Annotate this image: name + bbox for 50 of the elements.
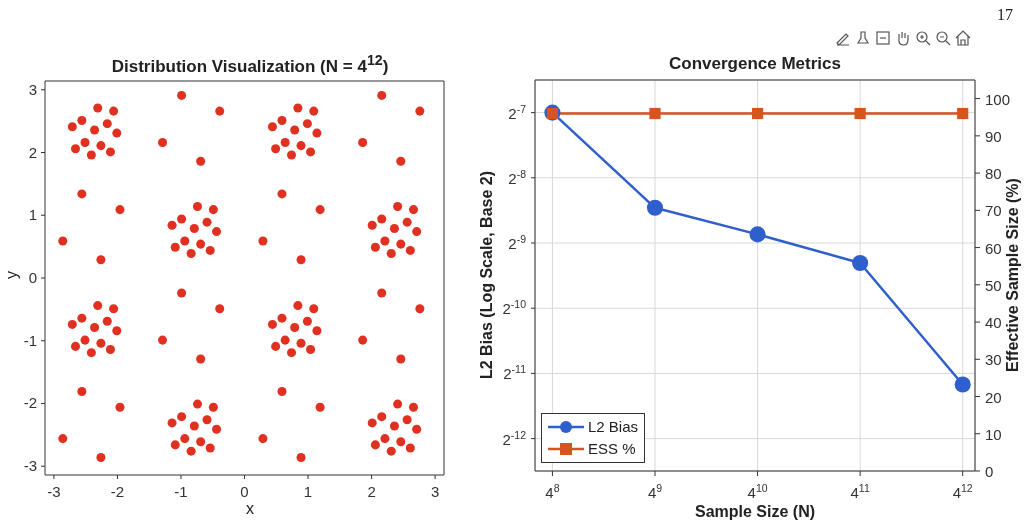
- x-tick-label: 4$^{10}$: [747, 482, 768, 501]
- x-tick-label: -2: [110, 483, 125, 500]
- y2-tick-label: 60: [985, 239, 1002, 257]
- y2-axis-title: Effective Sample Size (%): [1004, 178, 1022, 372]
- x-tick-label: 1: [303, 483, 313, 500]
- point: [954, 376, 971, 393]
- x-tick-label: 4$^{8}$: [545, 482, 560, 501]
- y2-tick-label: 30: [985, 351, 1002, 369]
- y2-tick-label: 40: [985, 314, 1002, 332]
- x-tick-label: -1: [174, 483, 188, 500]
- x-tick-label: 4$^{9}$: [647, 482, 663, 501]
- point: [749, 226, 766, 243]
- y-tick-label: -3: [23, 457, 37, 475]
- point: [646, 199, 664, 216]
- point: [852, 254, 869, 271]
- y-tick-label: -1: [23, 331, 37, 349]
- text: 17: [997, 6, 1013, 24]
- y-tick-label: 2$^{-11}$: [503, 363, 527, 383]
- x-tick-label: 3: [430, 483, 440, 500]
- y-tick-label: 2$^{-12}$: [502, 428, 527, 448]
- y-axis-title: y: [3, 271, 21, 279]
- y-tick-label: 1: [28, 206, 37, 224]
- x-tick-label: 4$^{11}$: [850, 482, 870, 501]
- y-tick-label: 2: [28, 143, 37, 161]
- y2-tick-label: 20: [985, 388, 1002, 406]
- y2-tick-label: 90: [985, 127, 1002, 145]
- y-tick-label: 2$^{-10}$: [502, 298, 527, 318]
- legend-label: L2 Bias: [588, 417, 639, 437]
- y-axis-title: L2 Bias (Log Scale, Base 2): [478, 170, 496, 380]
- y2-tick-label: 80: [985, 165, 1002, 183]
- y-tick-label: 0: [28, 269, 37, 286]
- y-tick-label: -2: [23, 394, 37, 412]
- x-axis-title: Sample Size (N): [694, 503, 816, 521]
- legend-label: ESS %: [588, 439, 636, 459]
- y-tick-label: 3: [28, 80, 37, 98]
- x-tick-label: 2: [367, 483, 376, 500]
- y-tick-label: 2$^{-8}$: [508, 167, 527, 187]
- y2-tick-label: 10: [985, 425, 1002, 443]
- chart-title: Distribution Visualization (N = 4$^{12}$): [110, 52, 390, 77]
- y2-tick-label: 0: [985, 463, 994, 480]
- x-tick-label: -3: [47, 483, 61, 500]
- y2-tick-label: 70: [985, 202, 1002, 220]
- y2-tick-label: 100: [985, 90, 1011, 108]
- x-tick-label: 4$^{12}$: [952, 482, 973, 501]
- y-tick-label: 2$^{-7}$: [508, 102, 527, 122]
- x-tick-label: 0: [240, 483, 249, 500]
- y-tick-label: 2$^{-9}$: [508, 233, 527, 253]
- y2-tick-label: 50: [985, 276, 1002, 294]
- x-axis-title: x: [246, 500, 254, 518]
- chart-title: Convergence Metrics: [668, 54, 842, 74]
